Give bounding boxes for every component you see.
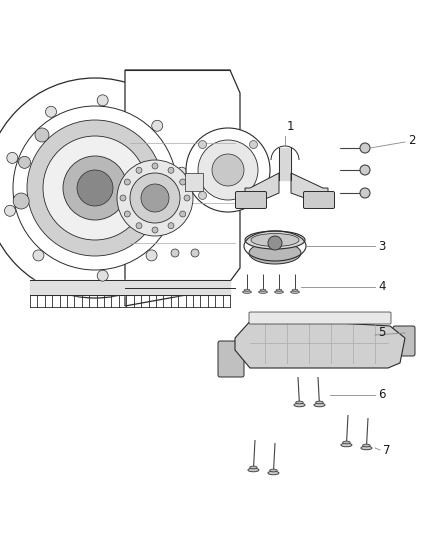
- Text: 4: 4: [378, 280, 385, 294]
- Ellipse shape: [245, 231, 305, 249]
- Circle shape: [97, 270, 108, 281]
- Circle shape: [268, 236, 282, 250]
- Circle shape: [171, 249, 179, 257]
- Ellipse shape: [341, 443, 352, 447]
- Circle shape: [13, 193, 29, 209]
- FancyBboxPatch shape: [304, 191, 335, 208]
- Ellipse shape: [361, 446, 372, 450]
- Circle shape: [176, 167, 187, 178]
- Circle shape: [152, 163, 158, 169]
- Text: 7: 7: [383, 443, 391, 456]
- Ellipse shape: [249, 242, 301, 264]
- Circle shape: [124, 179, 130, 185]
- Ellipse shape: [363, 444, 370, 447]
- Circle shape: [77, 170, 113, 206]
- Circle shape: [191, 249, 199, 257]
- Ellipse shape: [316, 401, 323, 404]
- Circle shape: [152, 120, 163, 131]
- Ellipse shape: [343, 441, 350, 444]
- Circle shape: [180, 179, 186, 185]
- FancyBboxPatch shape: [218, 341, 244, 377]
- Text: 6: 6: [378, 389, 385, 401]
- Ellipse shape: [260, 289, 266, 291]
- Ellipse shape: [292, 289, 298, 291]
- Circle shape: [152, 227, 158, 233]
- Circle shape: [63, 156, 127, 220]
- Circle shape: [186, 128, 270, 212]
- Circle shape: [120, 195, 126, 201]
- Ellipse shape: [294, 403, 305, 407]
- Circle shape: [117, 160, 193, 236]
- Ellipse shape: [314, 403, 325, 407]
- Circle shape: [360, 165, 370, 175]
- Ellipse shape: [250, 466, 257, 469]
- Ellipse shape: [276, 289, 282, 291]
- Circle shape: [360, 188, 370, 198]
- Text: 2: 2: [408, 133, 416, 147]
- Circle shape: [146, 250, 157, 261]
- Bar: [185, 173, 203, 191]
- Circle shape: [168, 223, 174, 229]
- Circle shape: [33, 250, 44, 261]
- Text: 3: 3: [378, 239, 385, 253]
- Circle shape: [198, 191, 207, 199]
- Circle shape: [180, 211, 186, 217]
- Ellipse shape: [275, 290, 283, 293]
- Circle shape: [46, 106, 57, 117]
- Ellipse shape: [268, 471, 279, 475]
- Circle shape: [250, 191, 258, 199]
- Polygon shape: [125, 70, 240, 306]
- FancyBboxPatch shape: [236, 191, 266, 208]
- Circle shape: [136, 167, 142, 173]
- Polygon shape: [291, 173, 328, 200]
- Circle shape: [18, 156, 31, 168]
- Text: 5: 5: [378, 327, 385, 340]
- Polygon shape: [245, 173, 279, 200]
- Ellipse shape: [258, 290, 268, 293]
- Circle shape: [35, 128, 49, 142]
- Circle shape: [141, 184, 169, 212]
- Circle shape: [13, 106, 177, 270]
- Ellipse shape: [296, 401, 303, 404]
- Circle shape: [172, 213, 183, 224]
- Circle shape: [360, 143, 370, 153]
- Circle shape: [250, 141, 258, 149]
- Circle shape: [212, 154, 244, 186]
- Circle shape: [4, 205, 15, 216]
- Circle shape: [184, 195, 190, 201]
- Circle shape: [27, 120, 163, 256]
- FancyBboxPatch shape: [393, 326, 415, 356]
- Circle shape: [7, 152, 18, 164]
- Circle shape: [0, 78, 205, 298]
- Circle shape: [97, 95, 108, 106]
- Text: 1: 1: [287, 120, 294, 133]
- Circle shape: [198, 141, 207, 149]
- Ellipse shape: [243, 290, 251, 293]
- Ellipse shape: [290, 290, 300, 293]
- Circle shape: [168, 167, 174, 173]
- Ellipse shape: [244, 289, 250, 291]
- Circle shape: [43, 136, 147, 240]
- Circle shape: [124, 211, 130, 217]
- Circle shape: [198, 140, 258, 200]
- Circle shape: [130, 173, 180, 223]
- Circle shape: [136, 223, 142, 229]
- Ellipse shape: [248, 469, 259, 472]
- Ellipse shape: [270, 469, 277, 472]
- FancyBboxPatch shape: [249, 312, 391, 324]
- Ellipse shape: [251, 233, 299, 246]
- Polygon shape: [235, 318, 405, 368]
